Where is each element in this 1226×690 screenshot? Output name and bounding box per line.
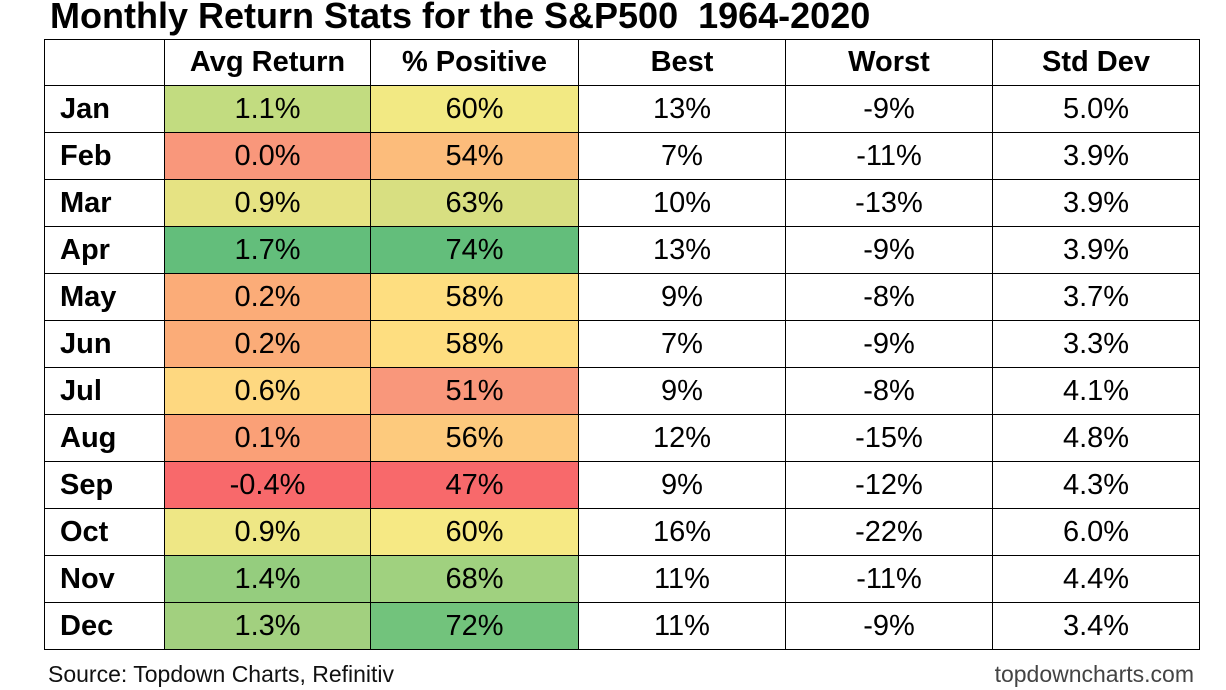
best-cell: 16% xyxy=(578,508,786,556)
std-dev-cell: 3.7% xyxy=(992,273,1200,321)
best-cell: 7% xyxy=(578,132,786,180)
avg-return-cell: 0.2% xyxy=(164,273,371,321)
month-cell: Mar xyxy=(44,179,165,227)
best-cell: 9% xyxy=(578,273,786,321)
table-row: Apr 1.7% 74% 13% -9% 3.9% xyxy=(44,226,1200,274)
std-dev-cell: 4.3% xyxy=(992,461,1200,509)
pct-positive-cell: 74% xyxy=(370,226,579,274)
best-cell: 13% xyxy=(578,226,786,274)
month-cell: Sep xyxy=(44,461,165,509)
pct-positive-cell: 60% xyxy=(370,508,579,556)
table-body: Jan 1.1% 60% 13% -9% 5.0% Feb 0.0% 54% 7% -11% 3.9%… xyxy=(44,85,1200,650)
table-row: Nov 1.4% 68% 11% -11% 4.4% xyxy=(44,555,1200,603)
month-cell: Feb xyxy=(44,132,165,180)
best-cell: 9% xyxy=(578,367,786,415)
pct-positive-cell: 51% xyxy=(370,367,579,415)
avg-return-header: Avg Return xyxy=(164,39,371,86)
best-cell: 10% xyxy=(578,179,786,227)
table-row: Sep -0.4% 47% 9% -12% 4.3% xyxy=(44,461,1200,509)
table-row: May 0.2% 58% 9% -8% 3.7% xyxy=(44,273,1200,321)
avg-return-cell: 0.6% xyxy=(164,367,371,415)
month-cell: Aug xyxy=(44,414,165,462)
avg-return-cell: 0.0% xyxy=(164,132,371,180)
month-cell: Jul xyxy=(44,367,165,415)
std-dev-cell: 6.0% xyxy=(992,508,1200,556)
table-row: Jan 1.1% 60% 13% -9% 5.0% xyxy=(44,85,1200,133)
table-row: Mar 0.9% 63% 10% -13% 3.9% xyxy=(44,179,1200,227)
month-cell: Jun xyxy=(44,320,165,368)
std-dev-cell: 5.0% xyxy=(992,85,1200,133)
avg-return-cell: 1.3% xyxy=(164,602,371,650)
std-dev-cell: 3.4% xyxy=(992,602,1200,650)
header-row: Avg Return% Positive Best Worst Std Dev xyxy=(44,39,1200,86)
month-cell: Dec xyxy=(44,602,165,650)
table-row: Jul 0.6% 51% 9% -8% 4.1% xyxy=(44,367,1200,415)
avg-return-cell: 0.9% xyxy=(164,508,371,556)
stats-table: Avg Return% Positive Best Worst Std Dev Jan… xyxy=(44,39,1200,650)
worst-cell: -11% xyxy=(785,132,993,180)
table-row: Aug 0.1% 56% 12% -15% 4.8% xyxy=(44,414,1200,462)
worst-header: Worst xyxy=(785,39,993,86)
table-row: Oct 0.9% 60% 16% -22% 6.0% xyxy=(44,508,1200,556)
worst-cell: -9% xyxy=(785,602,993,650)
pct-positive-cell: 47% xyxy=(370,461,579,509)
table-row: Feb 0.0% 54% 7% -11% 3.9% xyxy=(44,132,1200,180)
pct-positive-cell: 56% xyxy=(370,414,579,462)
month-column-header xyxy=(44,39,165,86)
worst-cell: -11% xyxy=(785,555,993,603)
std-dev-cell: 3.9% xyxy=(992,132,1200,180)
pct-positive-cell: 63% xyxy=(370,179,579,227)
best-header: Best xyxy=(578,39,786,86)
pct-positive-cell: 58% xyxy=(370,273,579,321)
month-cell: May xyxy=(44,273,165,321)
pct-positive-header: % Positive xyxy=(370,39,579,86)
worst-cell: -9% xyxy=(785,226,993,274)
worst-cell: -9% xyxy=(785,85,993,133)
source-note: Source: Topdown Charts, Refinitiv xyxy=(48,661,395,687)
worst-cell: -9% xyxy=(785,320,993,368)
std-dev-cell: 4.4% xyxy=(992,555,1200,603)
pct-positive-cell: 72% xyxy=(370,602,579,650)
worst-cell: -8% xyxy=(785,273,993,321)
table-row: Dec 1.3% 72% 11% -9% 3.4% xyxy=(44,602,1200,650)
worst-cell: -15% xyxy=(785,414,993,462)
std-dev-cell: 3.9% xyxy=(992,226,1200,274)
avg-return-cell: 0.9% xyxy=(164,179,371,227)
pct-positive-cell: 60% xyxy=(370,85,579,133)
month-cell: Nov xyxy=(44,555,165,603)
worst-cell: -22% xyxy=(785,508,993,556)
avg-return-cell: 0.2% xyxy=(164,320,371,368)
avg-return-cell: 0.1% xyxy=(164,414,371,462)
std-dev-cell: 3.9% xyxy=(992,179,1200,227)
best-cell: 12% xyxy=(578,414,786,462)
pct-positive-cell: 68% xyxy=(370,555,579,603)
best-cell: 11% xyxy=(578,555,786,603)
month-cell: Apr xyxy=(44,226,165,274)
worst-cell: -8% xyxy=(785,367,993,415)
chart-title: Monthly Return Stats for the S&P500 1964… xyxy=(50,0,871,36)
worst-cell: -12% xyxy=(785,461,993,509)
std-dev-cell: 4.8% xyxy=(992,414,1200,462)
month-cell: Jan xyxy=(44,85,165,133)
std-dev-cell: 3.3% xyxy=(992,320,1200,368)
table-row: Jun 0.2% 58% 7% -9% 3.3% xyxy=(44,320,1200,368)
avg-return-cell: 1.1% xyxy=(164,85,371,133)
best-cell: 9% xyxy=(578,461,786,509)
worst-cell: -13% xyxy=(785,179,993,227)
std-dev-header: Std Dev xyxy=(992,39,1200,86)
best-cell: 7% xyxy=(578,320,786,368)
avg-return-cell: 1.4% xyxy=(164,555,371,603)
month-cell: Oct xyxy=(44,508,165,556)
best-cell: 13% xyxy=(578,85,786,133)
std-dev-cell: 4.1% xyxy=(992,367,1200,415)
pct-positive-cell: 54% xyxy=(370,132,579,180)
brand-watermark: topdowncharts.com xyxy=(994,661,1194,687)
avg-return-cell: -0.4% xyxy=(164,461,371,509)
best-cell: 11% xyxy=(578,602,786,650)
avg-return-cell: 1.7% xyxy=(164,226,371,274)
pct-positive-cell: 58% xyxy=(370,320,579,368)
